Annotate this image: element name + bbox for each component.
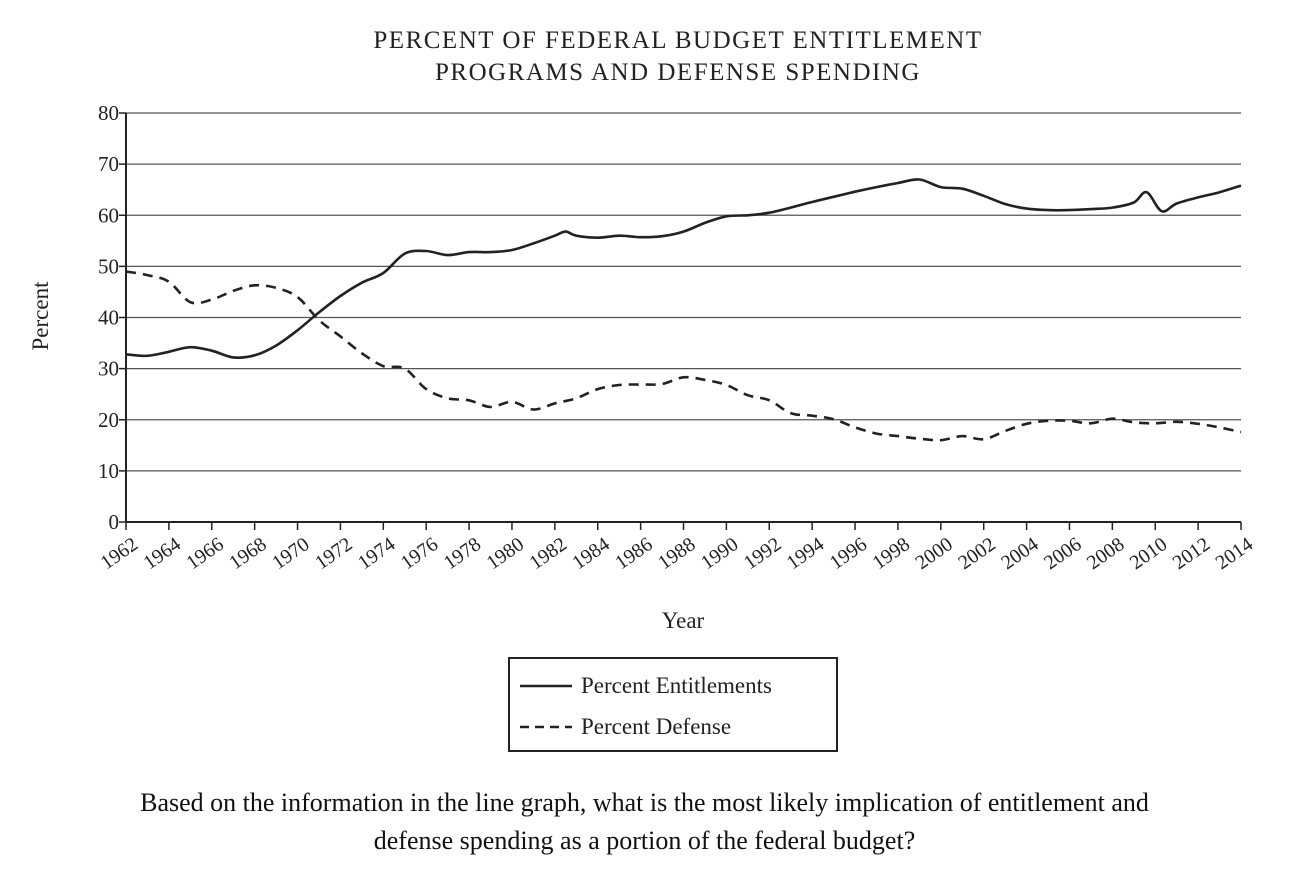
x-tick-label: 1992 xyxy=(740,533,785,574)
x-tick-label: 1998 xyxy=(869,533,914,574)
x-tick-label: 1982 xyxy=(526,533,571,574)
y-tick-label: 20 xyxy=(98,408,119,432)
legend: Percent Entitlements Percent Defense xyxy=(508,657,838,752)
x-tick-label: 2000 xyxy=(911,533,956,574)
x-tick-label: 1968 xyxy=(225,533,270,574)
x-tick-label: 1986 xyxy=(611,533,656,574)
question-line-2: defense spending as a portion of the fed… xyxy=(373,826,916,855)
legend-label-defense: Percent Defense xyxy=(581,714,731,739)
x-tick-label: 1974 xyxy=(354,533,399,574)
x-tick-label: 1990 xyxy=(697,533,742,574)
x-tick-label: 1970 xyxy=(268,533,313,574)
x-tick-label: 1964 xyxy=(140,533,185,574)
question-line-1: Based on the information in the line gra… xyxy=(140,788,1149,817)
y-tick-labels: 0 10 20 30 40 50 60 70 80 xyxy=(98,101,119,534)
line-chart: PERCENT OF FEDERAL BUDGET ENTITLEMENT PR… xyxy=(28,27,1257,752)
chart-title-line-2: PROGRAMS AND DEFENSE SPENDING xyxy=(435,59,921,86)
y-tick-label: 80 xyxy=(98,101,119,125)
y-tick-label: 30 xyxy=(98,357,119,381)
x-tick-label: 2012 xyxy=(1169,533,1214,574)
legend-label-entitlements: Percent Entitlements xyxy=(581,673,772,698)
y-tick-label: 10 xyxy=(98,459,119,483)
x-tick-label: 1972 xyxy=(311,533,356,574)
x-tick-label: 1976 xyxy=(397,533,442,574)
x-tick-label: 1994 xyxy=(783,533,828,574)
gridlines xyxy=(126,112,1241,472)
x-tick-label: 2006 xyxy=(1040,533,1085,574)
x-tick-label: 1988 xyxy=(654,533,699,574)
x-tick-labels: 1962196419661968197019721974197619781980… xyxy=(97,533,1257,574)
y-tick-label: 0 xyxy=(109,510,120,534)
x-tick-label: 2010 xyxy=(1126,533,1171,574)
x-tick-label: 1978 xyxy=(440,533,485,574)
x-tick-label: 1984 xyxy=(568,533,613,574)
series-line-defense xyxy=(125,270,1242,442)
series-lines xyxy=(125,178,1242,442)
series-line-entitlements xyxy=(125,178,1242,359)
x-tick-label: 1996 xyxy=(826,533,871,574)
question-text: Based on the information in the line gra… xyxy=(30,784,1259,860)
legend-box xyxy=(508,657,838,752)
y-tick-label: 60 xyxy=(98,203,119,227)
x-axis-label: Year xyxy=(662,608,705,633)
x-tick-label: 2002 xyxy=(954,533,999,574)
x-tick-label: 2004 xyxy=(997,533,1042,574)
y-tick-label: 50 xyxy=(98,254,119,278)
chart-title-line-1: PERCENT OF FEDERAL BUDGET ENTITLEMENT xyxy=(373,27,982,54)
y-axis-label: Percent xyxy=(28,281,53,351)
y-tick-label: 70 xyxy=(98,152,119,176)
x-tick-label: 1962 xyxy=(97,533,142,574)
x-tick-label: 1980 xyxy=(483,533,528,574)
y-tick-label: 40 xyxy=(98,306,119,330)
axes xyxy=(119,112,1242,530)
x-tick-label: 2008 xyxy=(1083,533,1128,574)
x-tick-label: 1966 xyxy=(182,533,227,574)
x-tick-label: 2014 xyxy=(1212,533,1257,574)
